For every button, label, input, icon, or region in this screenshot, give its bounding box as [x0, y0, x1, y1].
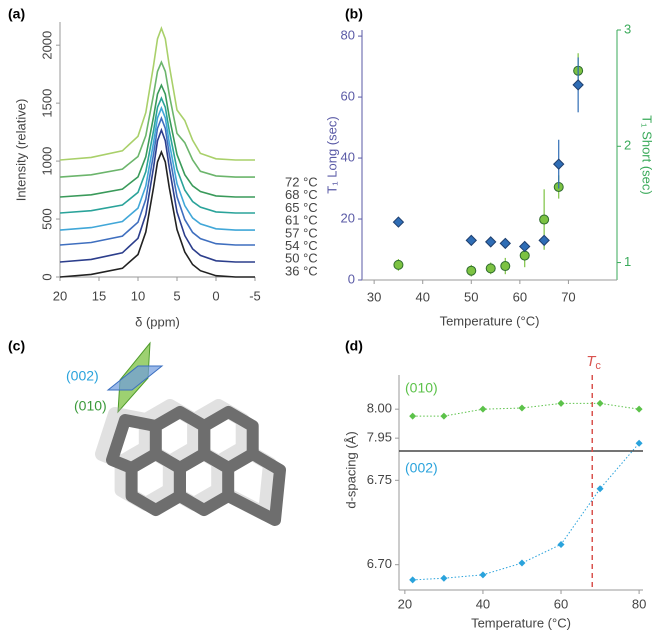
y-tick-label: 8.00	[367, 401, 392, 416]
y-tick-label: 60	[341, 89, 355, 104]
x-tick-label: 15	[92, 288, 106, 303]
y2-tick-label: 1	[624, 254, 631, 269]
annotation-subscript: c	[595, 360, 601, 372]
annotation-label: Tc	[586, 353, 601, 372]
x-tick-label: 10	[131, 288, 145, 303]
y-tick-label: 0	[348, 271, 355, 286]
y-tick-label: 6.70	[367, 556, 392, 571]
point	[440, 575, 447, 582]
x-axis-label: Temperature (°C)	[440, 313, 540, 328]
point	[394, 260, 403, 269]
series-label: (010)	[405, 380, 438, 396]
x-axis-label: Temperature (°C)	[471, 615, 571, 630]
y-tick-label: 7.95	[367, 430, 392, 445]
x-tick-label: 30	[367, 289, 381, 304]
y-axis-label: d-spacing (Å)	[343, 431, 358, 508]
y-axis-label: T₁ Long (sec)	[324, 116, 339, 193]
panel-label: (d)	[345, 338, 363, 354]
spectrum-line	[60, 152, 255, 277]
series-line	[413, 403, 639, 416]
point	[573, 80, 583, 90]
point	[440, 413, 447, 420]
point	[540, 215, 549, 224]
x-tick-label: 50	[464, 289, 478, 304]
y-tick-label: 0	[39, 273, 54, 280]
point	[597, 400, 604, 407]
y-tick-label: 20	[341, 210, 355, 225]
plane-label: (002)	[66, 368, 99, 384]
point	[501, 262, 510, 271]
y-tick-label: 6.75	[367, 472, 392, 487]
point	[636, 406, 643, 413]
panel-label: (a)	[8, 6, 25, 22]
point	[486, 264, 495, 273]
point	[554, 159, 564, 169]
y2-tick-label: 3	[624, 21, 631, 36]
point	[520, 251, 529, 260]
point	[558, 541, 565, 548]
illustration: (c) (002) (010)	[8, 338, 280, 520]
point	[479, 571, 486, 578]
x-tick-label: 70	[561, 289, 575, 304]
point	[518, 560, 525, 567]
point	[539, 235, 549, 245]
x-tick-label: -5	[249, 288, 261, 303]
spectrum-line	[60, 118, 255, 245]
point	[393, 217, 403, 227]
x-tick-label: 40	[415, 289, 429, 304]
point	[520, 241, 530, 251]
x-tick-label: 60	[554, 596, 568, 611]
y-axis-label: Intensity (relative)	[13, 99, 28, 202]
plane-label: (010)	[74, 398, 107, 414]
x-tick-label: 80	[632, 596, 646, 611]
y-tick-label: 1000	[39, 147, 54, 176]
point	[466, 235, 476, 245]
series-label: (002)	[405, 460, 438, 476]
point	[500, 238, 510, 248]
x-tick-label: 5	[173, 288, 180, 303]
x-tick-label: 20	[53, 288, 67, 303]
point	[467, 266, 476, 275]
point	[636, 440, 643, 447]
y-tick-label: 2000	[39, 31, 54, 60]
y2-tick-label: 2	[624, 138, 631, 153]
panel-label: (c)	[8, 338, 25, 354]
y-tick-label: 40	[341, 149, 355, 164]
figure: (c) (002) (010) (a)05001000150020	[0, 0, 662, 633]
series-line	[413, 443, 639, 580]
x-axis-label: δ (ppm)	[135, 314, 180, 329]
point	[597, 485, 604, 492]
y-tick-label: 500	[39, 208, 54, 230]
y-tick-label: 80	[341, 28, 355, 43]
point	[518, 405, 525, 412]
point	[486, 237, 496, 247]
y-tick-label: 1500	[39, 89, 54, 118]
x-tick-label: 60	[513, 289, 527, 304]
x-tick-label: 0	[212, 288, 219, 303]
point	[479, 406, 486, 413]
point	[558, 400, 565, 407]
molecule	[102, 406, 280, 520]
point	[409, 576, 416, 583]
plane-002	[108, 366, 162, 390]
panel-label: (b)	[345, 6, 363, 22]
x-tick-label: 40	[476, 596, 490, 611]
x-tick-label: 20	[398, 596, 412, 611]
legend-label: 72 °C	[285, 175, 318, 190]
y2-axis-label: T₁ Short (sec)	[640, 115, 655, 195]
point	[409, 413, 416, 420]
